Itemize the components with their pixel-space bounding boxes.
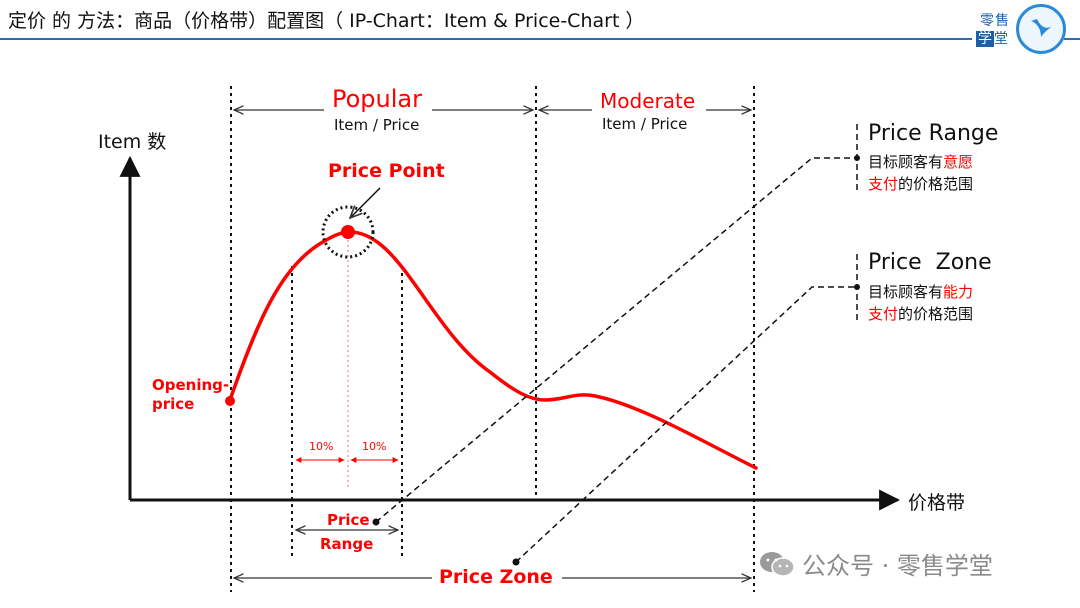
header-divider-right — [1064, 38, 1080, 40]
header-divider — [0, 38, 972, 40]
legend-price-zone-line2-highlight: 支付 — [868, 305, 899, 323]
price-range-connector — [375, 157, 856, 523]
price-range-bottom-line1: Price — [327, 511, 370, 529]
x-axis-label: 价格带 — [908, 492, 966, 514]
y-axis-label: Item 数 — [98, 131, 167, 153]
brand-logo: 零售 学堂 — [972, 2, 1068, 54]
moderate-subtitle: Item / Price — [602, 115, 688, 133]
legend-price-range-line1-prefix: 目标顾客有 — [868, 153, 944, 171]
logo-text-rest: 堂 — [994, 31, 1008, 47]
logo-text-line2: 学堂 — [976, 28, 1008, 48]
opening-price-label-line1: Opening- — [152, 376, 230, 394]
legend-price-zone-title: Price Zone — [868, 250, 992, 275]
price-zone-bottom-label: Price Zone — [439, 566, 553, 588]
logo-badge — [1016, 4, 1066, 54]
moderate-title: Moderate — [600, 89, 696, 113]
legend-price-zone-line1-prefix: 目标顾客有 — [868, 283, 944, 301]
logo-text-box: 学 — [976, 31, 994, 47]
legend-price-range-title: Price Range — [868, 121, 999, 146]
pct-right-label: 10% — [362, 440, 387, 453]
price-zone-connector — [515, 286, 856, 563]
price-point-highlight — [321, 205, 375, 259]
page-title: 定价 的 方法：商品（价格带）配置图（ IP-Chart：Item & Pric… — [8, 10, 645, 32]
price-point-label: Price Point — [328, 160, 445, 182]
price-range-connector-dot — [372, 518, 380, 526]
popular-subtitle: Item / Price — [334, 116, 420, 134]
legend-price-zone-line1: 目标顾客有能力 — [868, 281, 973, 302]
wechat-icon — [760, 552, 795, 577]
item-count-curve — [228, 230, 758, 470]
legend-price-zone-line1-highlight: 能力 — [943, 283, 974, 301]
legend-price-zone-line2: 支付的价格范围 — [868, 303, 973, 324]
price-range-bottom-line2: Range — [320, 535, 374, 553]
opening-price-marker — [225, 396, 235, 406]
pct-left-label: 10% — [309, 440, 334, 453]
popular-title: Popular — [332, 85, 422, 113]
legend-price-range-line2-highlight: 支付 — [868, 175, 899, 193]
watermark-text: 公众号 · 零售学堂 — [802, 552, 993, 580]
bird-icon — [1031, 19, 1051, 37]
legend-price-range-line1: 目标顾客有意愿 — [868, 151, 973, 172]
price-point-marker — [341, 225, 355, 239]
price-zone-connector-dot — [512, 558, 520, 566]
legend-price-zone-line2-suffix: 的价格范围 — [898, 305, 974, 323]
legend-price-range-line1-highlight: 意愿 — [943, 153, 974, 171]
legend-price-range-line2-suffix: 的价格范围 — [898, 175, 974, 193]
price-point-pointer — [350, 187, 381, 218]
legend-price-range-line2: 支付的价格范围 — [868, 173, 973, 194]
logo-text-line1: 零售 — [980, 13, 1010, 29]
opening-price-label-line2: price — [152, 395, 195, 413]
